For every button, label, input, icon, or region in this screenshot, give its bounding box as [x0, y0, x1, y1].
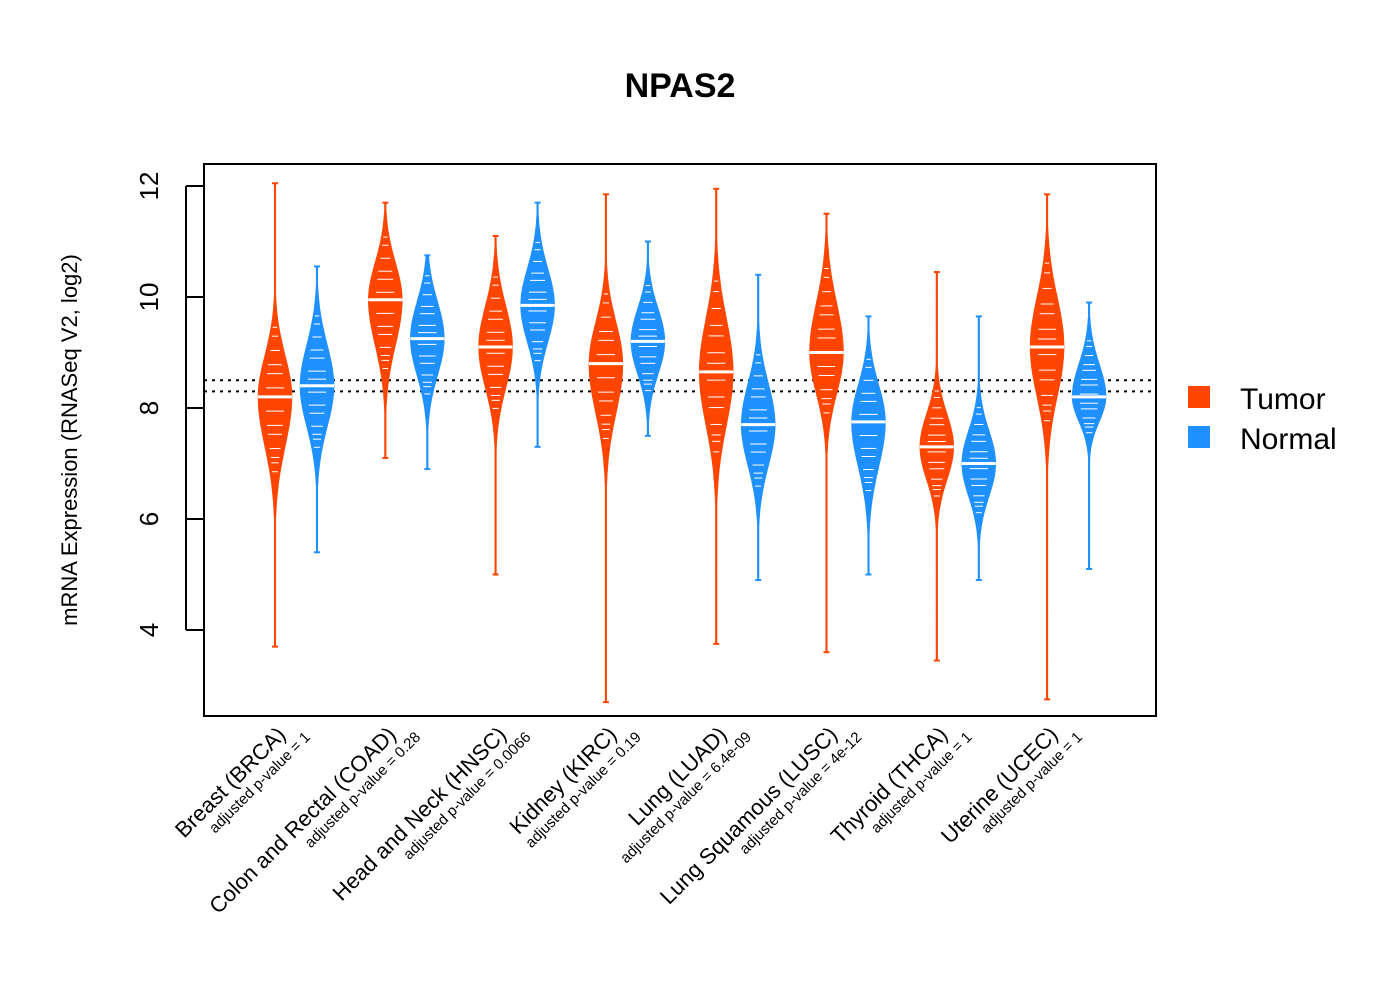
violin-tumor — [809, 212, 844, 654]
legend-swatch-normal — [1188, 426, 1210, 448]
normal-violin-body — [410, 255, 445, 470]
violin-normal — [630, 240, 666, 437]
y-tick-label: 10 — [134, 283, 164, 312]
violin-normal — [520, 201, 555, 448]
violins — [257, 182, 1107, 704]
violin-normal — [1071, 301, 1107, 570]
chart-title: NPAS2 — [625, 67, 736, 105]
category-label: Lung Squamous (LUSC) — [655, 722, 842, 909]
normal-violin-body — [851, 316, 886, 575]
normal-violin-body — [1071, 302, 1107, 570]
legend-swatch-tumor — [1188, 386, 1210, 408]
normal-violin-body — [299, 266, 335, 553]
legend-label-normal: Normal — [1240, 423, 1337, 456]
y-tick-label: 12 — [134, 172, 164, 201]
tumor-violin-body — [478, 235, 513, 575]
violin-tumor — [478, 234, 513, 576]
violin-tumor — [1029, 193, 1065, 701]
legend: Tumor Normal — [1188, 383, 1337, 456]
tumor-violin-body — [919, 271, 955, 661]
tumor-violin-body — [257, 182, 293, 647]
reference-lines — [204, 379, 1156, 393]
tumor-violin-body — [698, 188, 734, 645]
tumor-violin-body — [368, 202, 403, 459]
normal-violin-body — [740, 274, 776, 581]
violin-tumor — [368, 201, 403, 459]
normal-violin-body — [630, 241, 666, 437]
violin-tumor — [588, 193, 624, 704]
violin-normal — [299, 265, 335, 554]
normal-violin-body — [961, 316, 997, 581]
normal-violin-body — [520, 202, 555, 448]
violin-normal — [740, 273, 776, 582]
violin-normal — [851, 315, 886, 576]
tumor-violin-body — [1029, 194, 1065, 700]
violin-tumor — [698, 187, 734, 645]
tumor-violin-body — [809, 213, 844, 653]
y-axis-label: mRNA Expression (RNASeq V2, log2) — [57, 254, 82, 626]
violin-normal — [961, 315, 997, 582]
y-tick-label: 4 — [134, 623, 164, 637]
legend-label-tumor: Tumor — [1240, 383, 1326, 416]
y-axis: 4 6 8 10 12 — [134, 172, 204, 637]
tumor-violin-body — [588, 194, 624, 703]
violin-tumor — [257, 182, 293, 648]
y-tick-label: 8 — [134, 401, 164, 415]
plot-frame — [203, 163, 1157, 717]
violin-tumor — [919, 271, 955, 662]
violin-normal — [410, 254, 445, 471]
y-tick-label: 6 — [134, 512, 164, 526]
